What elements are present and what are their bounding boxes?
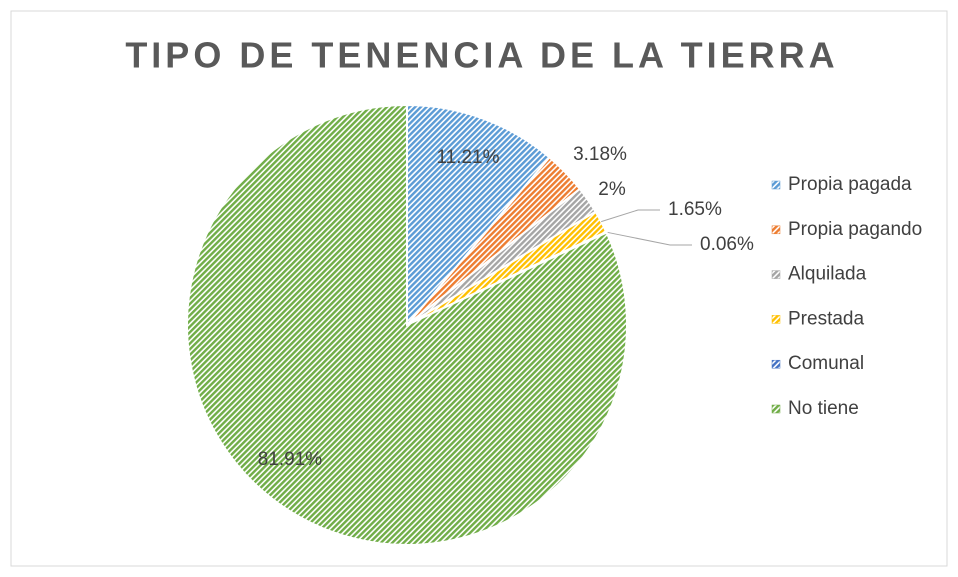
legend-label: Alquilada (788, 264, 867, 285)
leader-line (601, 209, 660, 223)
pie-slice (186, 103, 628, 546)
data-label: 81.91% (258, 449, 323, 470)
legend-marker (771, 225, 781, 235)
chart-title: TIPO DE TENENCIA DE LA TIERRA (125, 35, 838, 76)
data-label: 11.21% (436, 147, 499, 168)
legend-marker (771, 315, 781, 324)
data-label: 3.18% (573, 144, 627, 165)
legend-marker (771, 180, 781, 190)
legend-label: Prestada (788, 308, 864, 329)
leader-line (606, 231, 692, 246)
legend-label: Propia pagando (788, 219, 922, 240)
data-label: 0.06% (700, 234, 754, 255)
legend-label: Propia pagada (788, 174, 912, 195)
legend-marker (771, 270, 781, 279)
legend-label: No tiene (788, 398, 859, 419)
legend-label: Comunal (788, 353, 864, 374)
pie-slice (406, 103, 551, 328)
legend-marker (771, 359, 781, 369)
data-label: 2% (598, 179, 626, 200)
legend-marker (771, 404, 781, 414)
data-label: 1.65% (668, 199, 722, 220)
